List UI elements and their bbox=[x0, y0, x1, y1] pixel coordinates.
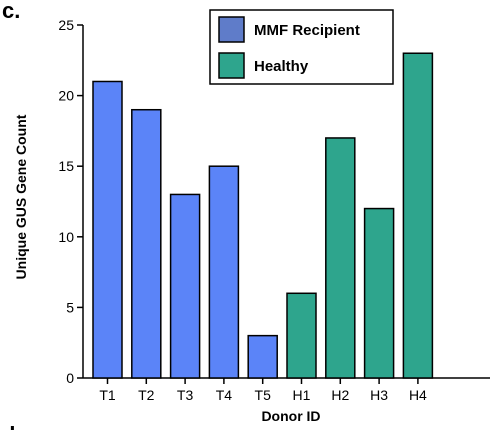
bar-t5 bbox=[247, 334, 278, 379]
y-tick-label-25: 25 bbox=[58, 17, 74, 33]
x-tick-label-t4: T4 bbox=[216, 387, 233, 403]
x-axis-title: Donor ID bbox=[261, 408, 320, 424]
x-tick-label-t5: T5 bbox=[255, 387, 272, 403]
y-tick-label-15: 15 bbox=[58, 158, 74, 174]
x-tick-label-h2: H2 bbox=[331, 387, 349, 403]
legend-swatch-mmf-recipient bbox=[218, 16, 245, 43]
x-tick-label-t3: T3 bbox=[177, 387, 194, 403]
legend-swatch-healthy bbox=[218, 52, 245, 79]
legend-label-mmf-recipient: MMF Recipient bbox=[254, 22, 360, 39]
y-axis-title: Unique GUS Gene Count bbox=[13, 114, 29, 279]
x-tick-label-h1: H1 bbox=[293, 387, 311, 403]
bar-t2 bbox=[131, 108, 162, 379]
y-tick-label-20: 20 bbox=[58, 88, 74, 104]
bar-h3 bbox=[363, 207, 395, 379]
y-tick-label-0: 0 bbox=[66, 370, 74, 386]
bar-h1 bbox=[286, 292, 317, 379]
panel-label-d: d bbox=[2, 422, 15, 430]
x-axis: T1 T2 T3 T4 T5 H1 H2 H3 H4 bbox=[83, 377, 490, 403]
x-tick-label-h4: H4 bbox=[409, 387, 427, 403]
legend: MMF Recipient Healthy bbox=[209, 9, 394, 85]
bar-h2 bbox=[325, 137, 356, 379]
panel-label-c: c. bbox=[2, 0, 20, 23]
y-axis: 0 5 10 15 20 25 bbox=[58, 17, 84, 386]
y-tick-label-10: 10 bbox=[58, 229, 74, 245]
bar-h4 bbox=[402, 52, 434, 379]
legend-label-healthy: Healthy bbox=[254, 58, 309, 75]
bar-t3 bbox=[169, 193, 201, 379]
bar-t4 bbox=[208, 165, 240, 379]
x-tick-label-h3: H3 bbox=[370, 387, 388, 403]
bars bbox=[92, 52, 434, 379]
y-tick-label-5: 5 bbox=[66, 299, 74, 315]
x-tick-label-t1: T1 bbox=[99, 387, 116, 403]
x-tick-label-t2: T2 bbox=[138, 387, 155, 403]
bar-t1 bbox=[92, 80, 123, 379]
